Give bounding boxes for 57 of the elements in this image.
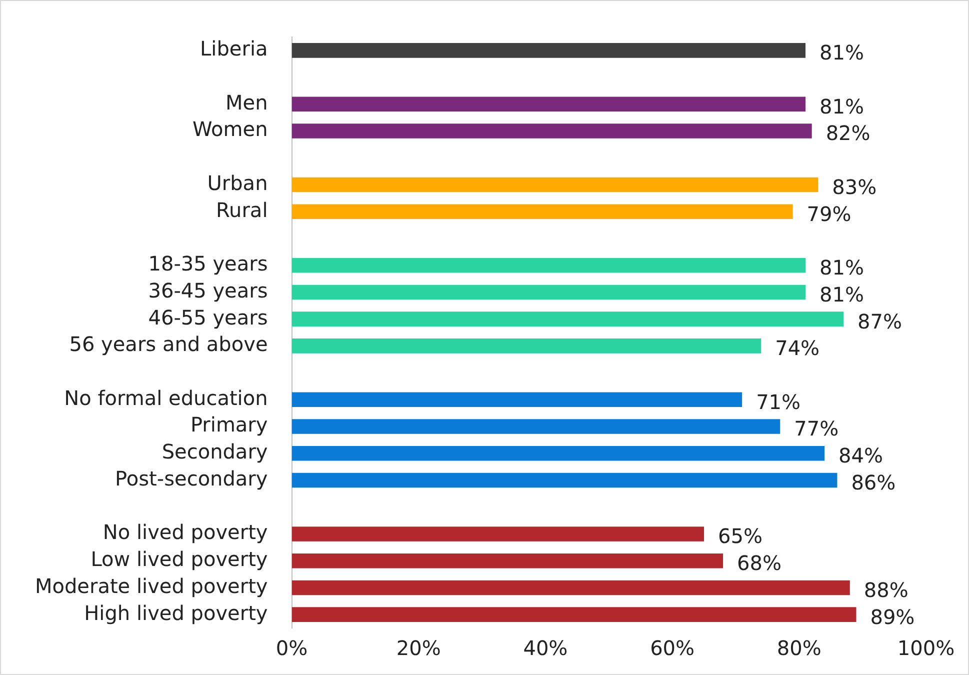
x-tick-label: 60%	[650, 636, 695, 660]
bar	[292, 124, 812, 138]
data-label: 81%	[819, 40, 864, 65]
y-tick-label: Primary	[190, 412, 268, 437]
y-tick-label: Low lived poverty	[90, 547, 268, 572]
x-tick-label: 100%	[897, 636, 955, 660]
y-tick-label: Secondary	[162, 440, 268, 464]
data-label: 81%	[819, 282, 864, 306]
bar	[292, 607, 856, 622]
bar	[292, 204, 793, 219]
bar	[292, 258, 806, 273]
data-label: 81%	[819, 256, 864, 280]
bar	[292, 392, 742, 408]
y-tick-label: Post-secondary	[115, 466, 268, 490]
y-tick-label: 56 years and above	[69, 332, 268, 356]
bar	[292, 312, 844, 326]
data-label: 87%	[858, 309, 902, 334]
bar	[292, 472, 838, 488]
y-tick-label: Women	[192, 117, 268, 142]
y-tick-label: No lived poverty	[102, 520, 268, 544]
data-label: 68%	[737, 551, 782, 576]
bar	[292, 526, 704, 542]
y-tick-label: No formal education	[64, 386, 268, 410]
data-label: 71%	[756, 390, 801, 414]
y-tick-label: 36-45 years	[148, 278, 268, 302]
bar	[292, 96, 806, 112]
bar	[292, 284, 806, 300]
data-label: 86%	[851, 470, 896, 494]
x-tick-label: 40%	[523, 636, 568, 660]
y-tick-label: Moderate lived poverty	[34, 574, 268, 598]
bar	[292, 338, 762, 354]
y-tick-label: Men	[226, 90, 268, 114]
y-tick-label: High lived poverty	[84, 600, 268, 625]
x-tick-label: 0%	[276, 636, 308, 660]
data-label: 77%	[794, 416, 839, 441]
bar	[292, 43, 806, 58]
bar	[292, 419, 780, 434]
data-label: 89%	[870, 604, 915, 629]
y-tick-label: Rural	[216, 198, 268, 222]
bar	[292, 553, 724, 568]
y-tick-label: 46-55 years	[148, 305, 268, 330]
data-label: 74%	[775, 336, 820, 360]
x-tick-label: 20%	[396, 636, 441, 660]
data-label: 83%	[832, 174, 877, 199]
data-label: 82%	[826, 121, 870, 146]
data-label: 84%	[838, 444, 883, 468]
data-label: 65%	[718, 524, 762, 548]
data-label: 79%	[806, 202, 852, 226]
data-label: 81%	[819, 94, 864, 118]
y-tick-label: 18-35 years	[148, 252, 268, 276]
bar	[292, 580, 850, 596]
y-tick-label: Liberia	[200, 36, 268, 61]
y-tick-label: Urban	[207, 170, 268, 195]
x-tick-label: 80%	[776, 636, 822, 660]
bar	[292, 446, 825, 461]
bar	[292, 177, 818, 192]
data-label: 88%	[864, 578, 908, 602]
